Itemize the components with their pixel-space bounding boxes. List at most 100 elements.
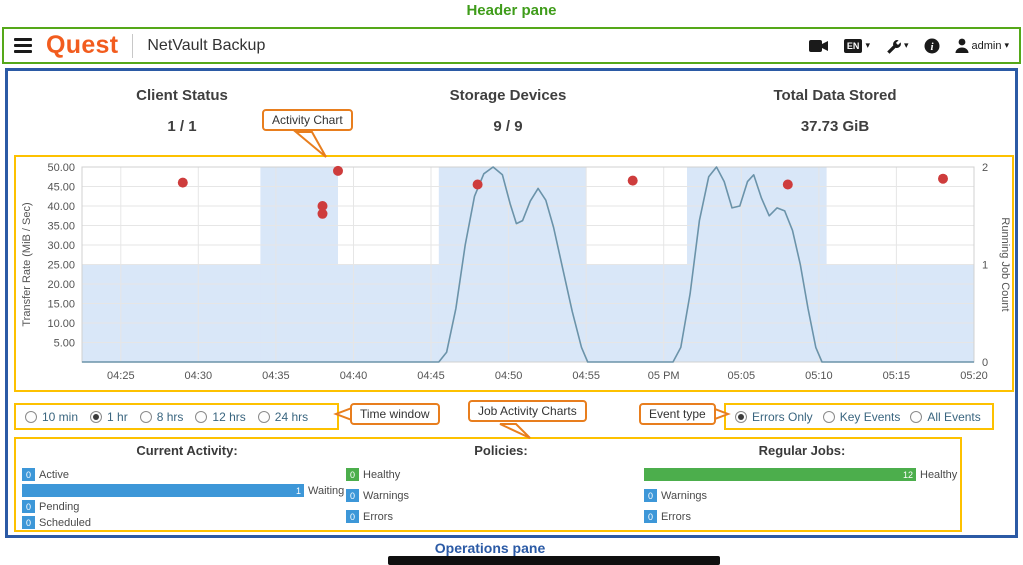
axis-tick-label: 04:50 xyxy=(495,370,523,382)
header-bar: Quest NetVault Backup EN ▾ ▾ i admin ▾ xyxy=(2,27,1021,64)
storage-devices-value: 9 / 9 xyxy=(493,118,523,135)
radio-label: All Events xyxy=(927,409,981,424)
activity-chart-callout: Activity Chart xyxy=(262,109,353,131)
activity-chart[interactable]: 5.00 10.00 15.00 20.00 25.00 30.00 35.00 40.00 4… xyxy=(14,155,1014,392)
axis-tick-label: 50.00 xyxy=(47,162,75,174)
ops-row-errors[interactable]: 0 Errors xyxy=(644,510,960,523)
total-data-stored-tile[interactable]: Total Data Stored 37.73 GiB xyxy=(685,87,985,135)
ops-group-title: Regular Jobs: xyxy=(758,443,846,458)
axis-tick-label: 05:05 xyxy=(728,370,756,382)
client-status-value: 1 / 1 xyxy=(167,118,197,135)
ops-row-label: Warnings xyxy=(661,489,708,502)
radio-label: 1 hr xyxy=(107,409,128,424)
svg-text:i: i xyxy=(930,41,934,53)
axis-tick-label: 2 xyxy=(982,162,988,174)
ops-row-scheduled[interactable]: 0 Scheduled xyxy=(22,516,352,529)
ops-row-pending[interactable]: 0 Pending xyxy=(22,500,352,513)
axis-tick-label: 15.00 xyxy=(47,299,75,311)
ops-bar[interactable]: 1 xyxy=(22,484,304,497)
language-badge: EN xyxy=(843,38,863,53)
radio-icon[interactable] xyxy=(910,410,923,423)
ops-group-current-activity: Current Activity: 0 Active 1 Waiting 0 Pending… xyxy=(22,443,352,532)
radio-icon[interactable] xyxy=(257,410,270,423)
ops-row-healthy[interactable]: 12 Healthy xyxy=(644,468,960,481)
axis-tick-label: 05:10 xyxy=(805,370,833,382)
ops-row-warnings[interactable]: 0 Warnings xyxy=(346,489,656,502)
time-window-group: 10 min 1 hr 8 hrs 12 hrs 24 hrs xyxy=(14,403,339,430)
ops-row-healthy[interactable]: 0 Healthy xyxy=(346,468,656,481)
ops-row-label: Healthy xyxy=(920,468,958,481)
error-event-dot[interactable] xyxy=(177,177,188,188)
radio-icon[interactable] xyxy=(822,410,835,423)
axis-tick-label: 05 PM xyxy=(648,370,680,382)
chevron-down-icon: ▾ xyxy=(865,40,870,50)
axis-tick-label: 04:40 xyxy=(340,370,368,382)
ops-row-label: Warnings xyxy=(363,489,410,502)
radio-icon[interactable] xyxy=(735,410,747,423)
storage-devices-tile[interactable]: Storage Devices 9 / 9 xyxy=(358,87,658,135)
header-actions: EN ▾ ▾ i admin ▾ xyxy=(808,38,1009,54)
user-name: admin xyxy=(971,39,1002,52)
chevron-down-icon: ▾ xyxy=(903,40,909,50)
radio-label: Errors Only xyxy=(752,409,813,424)
user-icon xyxy=(955,38,968,53)
event-type-option-errors-only[interactable]: Errors Only xyxy=(735,410,813,424)
info-icon[interactable]: i xyxy=(924,38,940,54)
error-event-dot[interactable] xyxy=(333,165,343,176)
axis-tick-label: 04:55 xyxy=(572,370,600,382)
ops-row-label: Active xyxy=(39,468,69,481)
ops-bar[interactable]: 12 xyxy=(644,468,916,481)
radio-label: 24 hrs xyxy=(274,409,309,424)
radio-icon[interactable] xyxy=(195,410,208,423)
tools-icon[interactable]: ▾ xyxy=(885,38,909,54)
language-menu[interactable]: EN ▾ xyxy=(843,38,870,53)
time-window-option-8-hrs[interactable]: 8 hrs xyxy=(139,410,183,424)
radio-icon[interactable] xyxy=(90,410,103,423)
time-window-option-12-hrs[interactable]: 12 hrs xyxy=(195,410,246,424)
axis-tick-label: 04:30 xyxy=(185,370,213,382)
total-data-stored-label: Total Data Stored xyxy=(773,87,897,104)
menu-icon[interactable] xyxy=(14,38,32,53)
error-event-dot[interactable] xyxy=(472,179,483,190)
radio-label: 10 min xyxy=(42,409,79,424)
video-camera-icon[interactable] xyxy=(808,39,829,53)
ops-row-errors[interactable]: 0 Errors xyxy=(346,510,656,523)
ops-row-label: Healthy xyxy=(363,468,401,481)
error-event-dot[interactable] xyxy=(317,201,328,211)
user-menu[interactable]: admin ▾ xyxy=(955,38,1009,53)
ops-count-badge: 0 xyxy=(644,489,657,502)
error-event-dot[interactable] xyxy=(627,175,638,186)
error-event-dot[interactable] xyxy=(782,179,793,190)
axis-tick-label: 5.00 xyxy=(54,338,75,350)
axis-tick-label: 04:45 xyxy=(417,370,445,382)
ops-count-badge: 0 xyxy=(22,516,35,529)
axis-tick-label: 30.00 xyxy=(47,240,75,252)
event-type-option-key-events[interactable]: Key Events xyxy=(822,409,901,424)
error-event-dot[interactable] xyxy=(938,173,948,184)
time-window-option-10-min[interactable]: 10 min xyxy=(25,410,78,424)
axis-tick-label: 25.00 xyxy=(47,260,75,272)
radio-icon[interactable] xyxy=(25,410,37,423)
ops-row-warnings[interactable]: 0 Warnings xyxy=(644,489,960,502)
error-event-dot[interactable] xyxy=(317,208,328,219)
y-right-axis-title: Running Job Count xyxy=(999,217,1011,311)
activity-chart-canvas[interactable]: 5.00 10.00 15.00 20.00 25.00 30.00 35.00 40.00 4… xyxy=(16,157,1012,390)
ops-count-badge: 0 xyxy=(346,510,359,523)
client-status-tile[interactable]: Client Status 1 / 1 xyxy=(32,87,332,135)
axis-tick-label: 45.00 xyxy=(47,182,75,194)
ops-row-active[interactable]: 0 Active xyxy=(22,468,352,481)
axis-tick-label: 35.00 xyxy=(47,221,75,233)
radio-icon[interactable] xyxy=(139,410,152,423)
quest-logo[interactable]: Quest xyxy=(46,31,119,59)
time-window-option-1-hr[interactable]: 1 hr xyxy=(90,410,128,424)
ops-bar-count: 1 xyxy=(295,485,301,496)
ops-row-waiting[interactable]: 1 Waiting xyxy=(22,484,352,497)
job-activity-charts: Current Activity: 0 Active 1 Waiting 0 Pending… xyxy=(14,437,962,532)
operations-pane: Client Status 1 / 1 Storage Devices 9 / … xyxy=(5,68,1018,538)
ops-bar-count: 12 xyxy=(902,469,913,480)
radio-label: Key Events xyxy=(839,409,901,424)
total-data-stored-value: 37.73 GiB xyxy=(800,118,870,135)
event-type-option-all-events[interactable]: All Events xyxy=(910,409,981,424)
time-window-option-24-hrs[interactable]: 24 hrs xyxy=(257,409,309,424)
ops-group-policies: Policies: 0 Healthy 0 Warnings 0 Errors xyxy=(346,443,656,531)
